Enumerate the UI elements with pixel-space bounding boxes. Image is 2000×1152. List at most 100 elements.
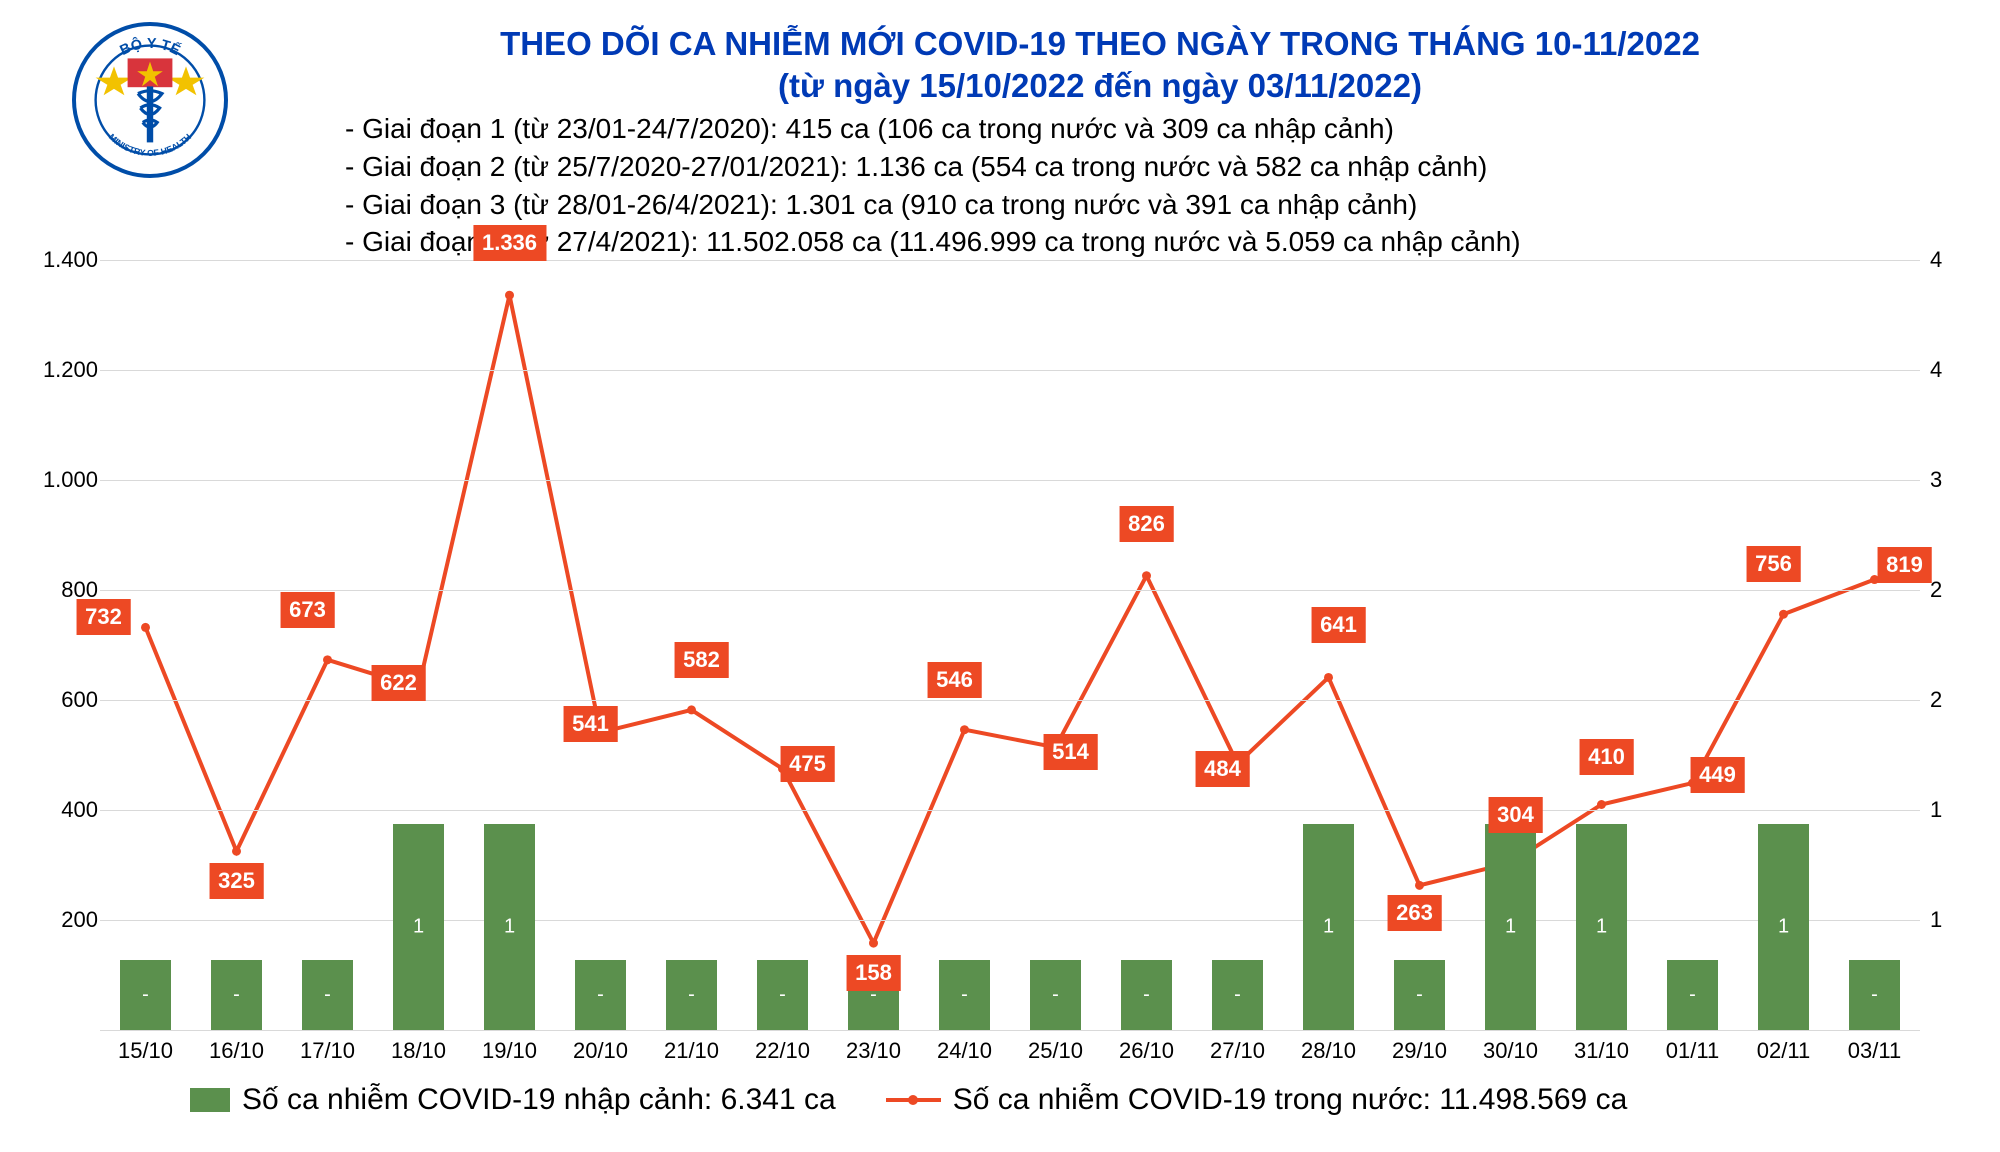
y-left-tick: 600 bbox=[61, 687, 98, 713]
y-right-tick: 2 bbox=[1930, 687, 1942, 713]
x-tick: 19/10 bbox=[482, 1038, 537, 1064]
chart-title-line2: (từ ngày 15/10/2022 đến ngày 03/11/2022) bbox=[325, 67, 1875, 105]
x-tick: 25/10 bbox=[1028, 1038, 1083, 1064]
point-label: 541 bbox=[563, 706, 618, 742]
gridline bbox=[100, 260, 1920, 261]
gridline bbox=[100, 810, 1920, 811]
bar-label: 1 bbox=[1323, 915, 1334, 938]
bar-label: - bbox=[1871, 984, 1878, 1007]
bar-label: - bbox=[233, 984, 240, 1007]
x-tick: 28/10 bbox=[1301, 1038, 1356, 1064]
point-label: 673 bbox=[280, 592, 335, 628]
legend-bar-swatch bbox=[190, 1088, 230, 1112]
moh-logo: BỘ Y TẾ MINISTRY OF HEALTH bbox=[70, 20, 230, 180]
line-marker bbox=[1324, 673, 1333, 682]
y-right-tick: 1 bbox=[1930, 907, 1942, 933]
y-right-tick: 4 bbox=[1930, 357, 1942, 383]
point-label: 449 bbox=[1690, 757, 1745, 793]
logo-top-text: BỘ Y TẾ bbox=[118, 35, 184, 60]
line-marker bbox=[1142, 571, 1151, 580]
line-marker bbox=[323, 655, 332, 664]
x-tick: 01/11 bbox=[1666, 1038, 1719, 1064]
x-tick: 21/10 bbox=[664, 1038, 719, 1064]
bar-label: - bbox=[1234, 984, 1241, 1007]
legend-line-item: Số ca nhiễm COVID-19 trong nước: 11.498.… bbox=[886, 1083, 1628, 1117]
point-label: 641 bbox=[1311, 607, 1366, 643]
bar-label: - bbox=[688, 984, 695, 1007]
x-tick: 18/10 bbox=[391, 1038, 446, 1064]
point-label: 484 bbox=[1195, 751, 1250, 787]
bar-label: - bbox=[779, 984, 786, 1007]
point-label: 826 bbox=[1119, 506, 1174, 542]
y-left-tick: 1.000 bbox=[43, 467, 98, 493]
y-left-tick: 1.200 bbox=[43, 357, 98, 383]
line-marker bbox=[1597, 800, 1606, 809]
y-right-tick: 1 bbox=[1930, 797, 1942, 823]
x-tick: 02/11 bbox=[1757, 1038, 1810, 1064]
chart-title-line1: THEO DÕI CA NHIỄM MỚI COVID-19 THEO NGÀY… bbox=[325, 25, 1875, 63]
line-svg bbox=[100, 260, 1920, 1030]
line-marker bbox=[232, 847, 241, 856]
y-left-tick: 1.400 bbox=[43, 247, 98, 273]
x-tick: 15/10 bbox=[118, 1038, 173, 1064]
phase-2: - Giai đoạn 2 (từ 25/7/2020-27/01/2021):… bbox=[345, 148, 1895, 186]
x-tick: 03/11 bbox=[1848, 1038, 1901, 1064]
bar-label: - bbox=[142, 984, 149, 1007]
y-right-tick: 4 bbox=[1930, 247, 1942, 273]
x-tick: 31/10 bbox=[1574, 1038, 1629, 1064]
phase-4: - Giai đoạn 4 (từ 27/4/2021): 11.502.058… bbox=[345, 223, 1895, 261]
gridline bbox=[100, 370, 1920, 371]
y-left-tick: 400 bbox=[61, 797, 98, 823]
phase-1: - Giai đoạn 1 (từ 23/01-24/7/2020): 415 … bbox=[345, 110, 1895, 148]
bar-label: - bbox=[1143, 984, 1150, 1007]
line-marker bbox=[869, 939, 878, 948]
point-label: 546 bbox=[927, 662, 982, 698]
line-marker bbox=[1415, 881, 1424, 890]
x-tick: 26/10 bbox=[1119, 1038, 1174, 1064]
chart-container: BỘ Y TẾ MINISTRY OF HEALTH THEO DÕI CA N… bbox=[0, 0, 2000, 1152]
x-tick: 22/10 bbox=[755, 1038, 810, 1064]
line-marker bbox=[141, 623, 150, 632]
x-tick: 24/10 bbox=[937, 1038, 992, 1064]
line-marker bbox=[1779, 610, 1788, 619]
x-tick: 23/10 bbox=[846, 1038, 901, 1064]
line-marker bbox=[687, 705, 696, 714]
point-label: 514 bbox=[1043, 734, 1098, 770]
point-label: 475 bbox=[780, 746, 835, 782]
gridline bbox=[100, 920, 1920, 921]
y-axis-left: 2004006008001.0001.2001.400 bbox=[38, 260, 98, 1030]
bar-label: - bbox=[1416, 984, 1423, 1007]
svg-text:BỘ Y TẾ: BỘ Y TẾ bbox=[118, 35, 184, 60]
x-tick: 20/10 bbox=[573, 1038, 628, 1064]
x-tick: 29/10 bbox=[1392, 1038, 1447, 1064]
point-label: 325 bbox=[209, 863, 264, 899]
x-tick: 16/10 bbox=[209, 1038, 264, 1064]
title-block: THEO DÕI CA NHIỄM MỚI COVID-19 THEO NGÀY… bbox=[325, 25, 1875, 105]
plot-area: ---11--------1-11-1-7323256736221.336541… bbox=[100, 260, 1920, 1030]
legend-bar-label: Số ca nhiễm COVID-19 nhập cảnh: 6.341 ca bbox=[242, 1083, 836, 1117]
phase-3: - Giai đoạn 3 (từ 28/01-26/4/2021): 1.30… bbox=[345, 186, 1895, 224]
point-label: 756 bbox=[1746, 546, 1801, 582]
point-label: 582 bbox=[674, 642, 729, 678]
bar-label: 1 bbox=[1505, 915, 1516, 938]
x-axis: 15/10 16/10 17/10 18/10 19/10 20/10 21/10 22/10… bbox=[100, 1038, 1920, 1068]
legend-line-label: Số ca nhiễm COVID-19 trong nước: 11.498.… bbox=[953, 1083, 1628, 1117]
bar-label: 1 bbox=[1778, 915, 1789, 938]
point-label: 410 bbox=[1579, 739, 1634, 775]
bar-label: - bbox=[1052, 984, 1059, 1007]
point-label: 263 bbox=[1387, 895, 1442, 931]
legend-line-swatch bbox=[886, 1098, 941, 1102]
bar-label: 1 bbox=[504, 915, 515, 938]
y-axis-right: 1122344 bbox=[1920, 260, 1970, 1030]
bar-label: - bbox=[324, 984, 331, 1007]
x-tick: 17/10 bbox=[300, 1038, 355, 1064]
y-left-tick: 200 bbox=[61, 907, 98, 933]
bar-label: 1 bbox=[413, 915, 424, 938]
gridline bbox=[100, 590, 1920, 591]
point-label: 732 bbox=[76, 599, 131, 635]
line-marker bbox=[960, 725, 969, 734]
point-label: 158 bbox=[846, 955, 901, 991]
point-label: 1.336 bbox=[473, 225, 546, 261]
x-tick: 30/10 bbox=[1483, 1038, 1538, 1064]
x-tick: 27/10 bbox=[1210, 1038, 1265, 1064]
